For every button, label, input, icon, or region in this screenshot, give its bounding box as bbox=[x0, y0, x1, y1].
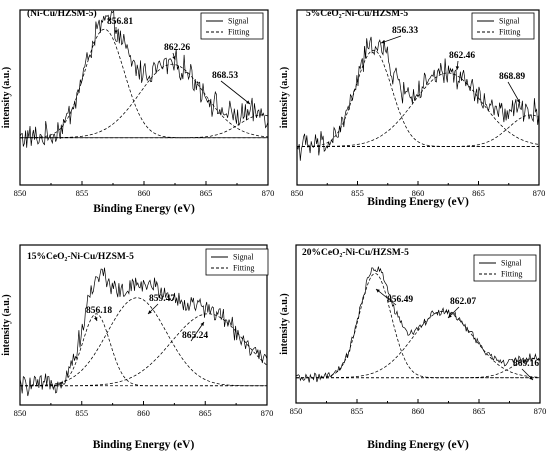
legend-fitting-label: Fitting bbox=[228, 28, 249, 37]
x-tick-label: 870 bbox=[533, 188, 546, 198]
legend-box bbox=[205, 248, 269, 276]
legend-signal-label: Signal bbox=[233, 253, 254, 262]
x-axis-label: Binding Energy (eV) bbox=[93, 439, 195, 451]
x-tick-label: 850 bbox=[14, 188, 27, 198]
peak-arrow bbox=[375, 288, 397, 306]
peak-label: 856.33 bbox=[392, 26, 418, 36]
signal-line bbox=[19, 267, 268, 397]
panel-title: 20%CeO₂-Ni-Cu/HZSM-5 bbox=[302, 248, 409, 258]
fitting-peak-1 bbox=[297, 49, 539, 147]
x-tick-label: 860 bbox=[412, 406, 425, 416]
peak-label: 868.89 bbox=[499, 72, 525, 82]
peak-arrowhead bbox=[246, 100, 250, 104]
peak-arrowhead bbox=[114, 30, 118, 34]
legend-fitting-label: Fitting bbox=[499, 28, 520, 37]
x-tick-label: 850 bbox=[14, 408, 27, 418]
x-tick-label: 855 bbox=[351, 406, 364, 416]
peak-arrowhead bbox=[94, 317, 98, 321]
x-tick-label: 870 bbox=[261, 408, 274, 418]
x-tick-label: 870 bbox=[262, 188, 275, 198]
x-tick-label: 855 bbox=[75, 408, 88, 418]
signal-line bbox=[295, 266, 541, 383]
peak-arrow bbox=[507, 81, 521, 104]
peak-arrowhead bbox=[148, 310, 152, 314]
peak-arrowhead bbox=[381, 40, 385, 44]
peak-label: 862.07 bbox=[450, 297, 476, 307]
panel-title: 15%CeO₂-Ni-Cu/HZSM-5 bbox=[27, 252, 134, 262]
peak-label: 862.26 bbox=[164, 43, 190, 53]
legend-fitting-label: Fitting bbox=[233, 264, 254, 273]
x-tick-label: 850 bbox=[290, 406, 303, 416]
x-axis-label: Binding Energy (eV) bbox=[367, 439, 469, 451]
x-tick-label: 865 bbox=[473, 406, 486, 416]
xps-panel-2: 850 855 860 865 870 Binding Energy (eV) intens… bbox=[279, 9, 545, 208]
x-tick-label: 865 bbox=[200, 188, 213, 198]
xps-panel-4: 850 855 860 865 870 Binding Energy (eV) intens… bbox=[279, 244, 547, 451]
x-tick-label: 865 bbox=[472, 188, 485, 198]
peak-label: 856.81 bbox=[107, 17, 133, 27]
peak-arrowhead bbox=[376, 289, 380, 293]
legend-box bbox=[471, 12, 535, 40]
xps-panel-3: 850 855 860 865 870 Binding Energy (eV) intens… bbox=[1, 244, 274, 451]
legend-box bbox=[473, 254, 537, 282]
x-tick-label: 855 bbox=[76, 188, 89, 198]
peak-arrowhead bbox=[516, 99, 520, 103]
peak-arrowhead bbox=[455, 66, 460, 70]
signal-line bbox=[19, 10, 269, 148]
fitting-peak-3 bbox=[20, 313, 268, 387]
fitting-peak-1 bbox=[296, 273, 540, 379]
x-tick-label: 850 bbox=[291, 188, 304, 198]
signal-line bbox=[296, 36, 540, 161]
peak-arrowhead bbox=[200, 322, 204, 326]
x-tick-label: 860 bbox=[138, 188, 151, 198]
y-axis-label: intensity (a.u.) bbox=[1, 294, 12, 355]
peak-label: 869.16 bbox=[513, 359, 539, 369]
panel-title: (Ni-Cu/HZSM-5) bbox=[27, 8, 97, 19]
fitting-peak-1 bbox=[20, 313, 267, 387]
x-tick-label: 855 bbox=[351, 188, 364, 198]
y-axis-label: intensity (a.u.) bbox=[279, 67, 290, 128]
x-tick-label: 860 bbox=[412, 188, 425, 198]
y-axis-label: intensity (a.u.) bbox=[279, 293, 290, 354]
legend-signal-label: Signal bbox=[501, 259, 522, 268]
x-tick-label: 865 bbox=[199, 408, 212, 418]
peak-label: 859.47 bbox=[149, 294, 175, 304]
x-axis-label: Binding Energy (eV) bbox=[367, 196, 469, 208]
peak-label: 856.18 bbox=[86, 306, 112, 316]
legend-signal-label: Signal bbox=[228, 17, 249, 26]
peak-arrowhead bbox=[448, 314, 452, 318]
panel-title: 5%CeO₂-Ni-Cu/HZSM-5 bbox=[306, 9, 408, 19]
x-tick-label: 870 bbox=[534, 406, 547, 416]
x-tick-label: 860 bbox=[137, 408, 150, 418]
peak-arrowhead bbox=[172, 56, 176, 60]
peak-arrow bbox=[220, 80, 251, 105]
fitting-peak-2 bbox=[20, 297, 267, 387]
fitting-peak-2 bbox=[296, 311, 541, 379]
y-axis-label: intensity (a.u.) bbox=[1, 67, 12, 128]
peak-label: 862.46 bbox=[449, 51, 475, 61]
peak-label: 868.53 bbox=[212, 71, 238, 81]
fitting-peak-1 bbox=[20, 28, 268, 139]
xps-panel-1: 850 855 860 865 870 Binding Energy (eV) intens… bbox=[1, 8, 274, 215]
legend-fitting-label: Fitting bbox=[501, 270, 522, 279]
x-axis-label: Binding Energy (eV) bbox=[93, 203, 195, 215]
legend-box bbox=[200, 12, 264, 40]
peak-arrowhead bbox=[529, 376, 533, 380]
peak-label: 856.49 bbox=[387, 295, 413, 305]
legend-signal-label: Signal bbox=[499, 17, 520, 26]
peak-arrow bbox=[190, 321, 205, 342]
peak-label: 865.24 bbox=[182, 331, 208, 341]
